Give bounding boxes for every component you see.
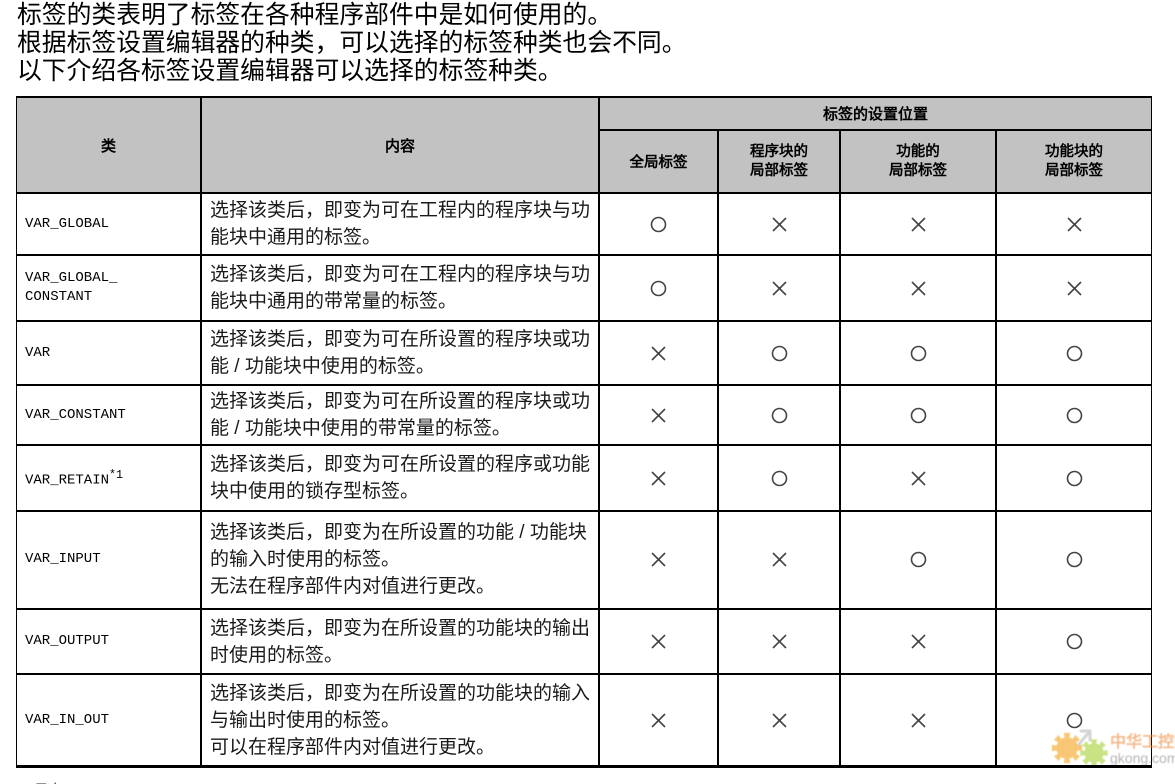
svg-text:gkong.com: gkong.com — [1110, 750, 1175, 766]
svg-text:中华工控网: 中华工控网 — [1110, 732, 1175, 751]
